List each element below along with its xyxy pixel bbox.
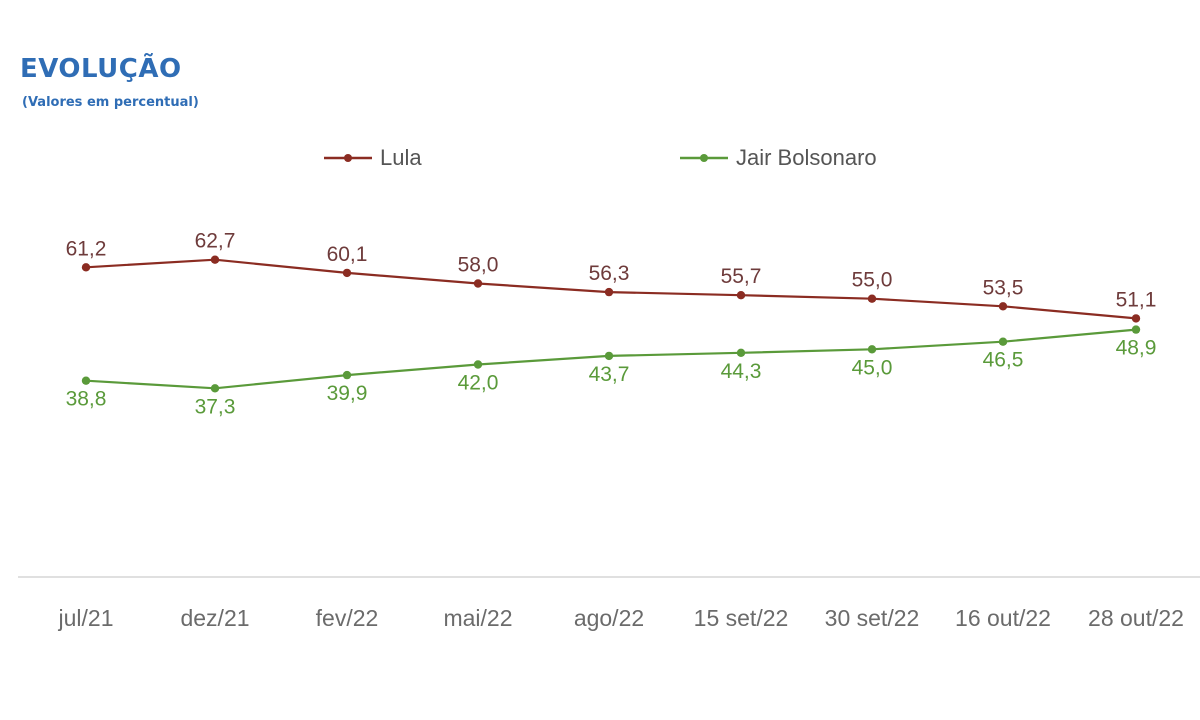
x-tick-label: 15 set/22 xyxy=(694,605,789,631)
data-label-lula: 53,5 xyxy=(983,276,1024,299)
legend-label-bolsonaro: Jair Bolsonaro xyxy=(736,145,877,170)
data-label-bolsonaro: 39,9 xyxy=(327,382,368,405)
chart-subtitle: (Valores em percentual) xyxy=(22,95,199,110)
data-label-lula: 61,2 xyxy=(66,237,107,260)
data-label-bolsonaro: 45,0 xyxy=(852,356,893,379)
x-tick-label: 28 out/22 xyxy=(1088,605,1184,631)
x-tick-label: mai/22 xyxy=(443,605,512,631)
data-point-bolsonaro xyxy=(867,345,877,354)
data-label-bolsonaro: 42,0 xyxy=(458,372,499,395)
data-label-lula: 55,7 xyxy=(721,265,762,288)
x-tick-label: fev/22 xyxy=(316,605,379,631)
data-point-lula xyxy=(604,287,614,297)
data-label-bolsonaro: 38,8 xyxy=(66,388,107,411)
data-label-lula: 55,0 xyxy=(852,269,893,292)
data-label-bolsonaro: 43,7 xyxy=(589,363,630,386)
legend-item-lula: Lula xyxy=(322,140,422,176)
data-point-bolsonaro xyxy=(736,348,746,357)
x-tick-label: jul/21 xyxy=(58,605,114,631)
legend-item-bolsonaro: Jair Bolsonaro xyxy=(678,140,877,176)
data-label-bolsonaro: 48,9 xyxy=(1116,337,1157,360)
data-label-lula: 58,0 xyxy=(458,254,499,277)
data-label-bolsonaro: 46,5 xyxy=(983,349,1024,372)
data-label-lula: 56,3 xyxy=(589,262,630,285)
data-label-lula: 51,1 xyxy=(1116,288,1157,311)
x-tick-label: ago/22 xyxy=(574,605,644,631)
data-point-bolsonaro xyxy=(342,370,352,380)
data-point-bolsonaro xyxy=(604,351,614,361)
x-tick-label: 30 set/22 xyxy=(825,605,920,631)
x-tick-label: dez/21 xyxy=(180,605,249,631)
data-point-lula xyxy=(473,279,483,288)
data-point-bolsonaro xyxy=(473,360,483,369)
data-label-bolsonaro: 37,3 xyxy=(195,395,236,418)
data-point-bolsonaro xyxy=(1131,325,1141,334)
legend-swatch-lula xyxy=(324,154,372,162)
data-point-lula xyxy=(998,302,1008,311)
legend-swatch-bolsonaro xyxy=(680,154,728,162)
data-point-bolsonaro xyxy=(998,337,1008,346)
legend-label-lula: Lula xyxy=(380,145,422,170)
data-point-lula xyxy=(867,294,877,303)
data-point-bolsonaro xyxy=(210,384,220,393)
data-label-lula: 60,1 xyxy=(327,243,368,266)
chart-legend: Lula Jair Bolsonaro xyxy=(0,140,1200,176)
data-point-lula xyxy=(342,268,352,278)
x-tick-label: 16 out/22 xyxy=(955,605,1051,631)
data-point-lula xyxy=(81,263,91,272)
data-point-lula xyxy=(210,255,220,264)
data-point-lula xyxy=(1131,314,1141,323)
data-label-bolsonaro: 44,3 xyxy=(721,360,762,383)
data-point-lula xyxy=(736,291,746,300)
data-label-lula: 62,7 xyxy=(195,230,236,253)
data-point-bolsonaro xyxy=(81,376,91,385)
chart-title: EVOLUÇÃO xyxy=(20,54,182,84)
